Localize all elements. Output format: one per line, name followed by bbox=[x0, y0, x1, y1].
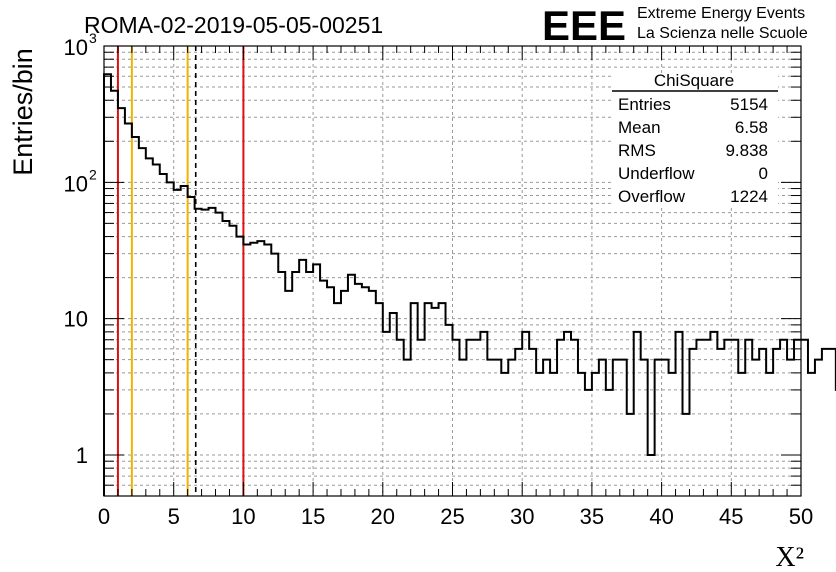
x-tick-label: 50 bbox=[789, 504, 813, 529]
y-tick-exponent: 2 bbox=[89, 166, 97, 182]
stats-rows: Entries 5154 Mean 6.58 RMS 9.838 Underflow 0 Ove… bbox=[618, 95, 768, 206]
stats-row-label: Underflow bbox=[618, 164, 695, 183]
y-tick-label: 10 bbox=[64, 171, 88, 196]
x-tick-label: 45 bbox=[719, 504, 743, 529]
stats-box-background bbox=[612, 74, 778, 208]
eee-logo-line1: Extreme Energy Events bbox=[637, 5, 805, 22]
stats-box-title: ChiSquare bbox=[654, 71, 734, 90]
eee-logo-mark: EEE bbox=[542, 2, 626, 49]
stats-row-value: 6.58 bbox=[735, 118, 768, 137]
x-tick-label: 0 bbox=[98, 504, 110, 529]
x-tick-label: 40 bbox=[649, 504, 673, 529]
x-axis-label: X² bbox=[775, 542, 804, 572]
stats-box: ChiSquare Entries 5154 Mean 6.58 RMS 9.838 Und… bbox=[612, 71, 778, 208]
y-axis-label: Entries/bin bbox=[8, 48, 38, 176]
x-tick-label: 30 bbox=[510, 504, 534, 529]
histogram-step-line bbox=[103, 73, 836, 496]
stats-row-value: 0 bbox=[759, 164, 768, 183]
stats-row-value: 9.838 bbox=[725, 141, 768, 160]
stats-row-value: 1224 bbox=[730, 187, 768, 206]
x-tick-label: 35 bbox=[580, 504, 604, 529]
y-tick-label: 10 bbox=[64, 307, 88, 332]
eee-logo-line2: La Scienza nelle Scuole bbox=[637, 25, 808, 42]
stats-row-label: RMS bbox=[618, 141, 656, 160]
x-tick-label: 10 bbox=[231, 504, 255, 529]
y-tick-label: 1 bbox=[76, 443, 88, 468]
x-tick-label: 15 bbox=[301, 504, 325, 529]
run-title: ROMA-02-2019-05-05-00251 bbox=[84, 12, 383, 38]
x-tick-label: 25 bbox=[440, 504, 464, 529]
stats-row-label: Mean bbox=[618, 118, 661, 137]
y-tick-exponent: 3 bbox=[89, 30, 97, 46]
stats-row-label: Overflow bbox=[618, 187, 686, 206]
eee-logo: EEE Extreme Energy Events La Scienza nel… bbox=[542, 2, 808, 49]
stats-row-label: Entries bbox=[618, 95, 671, 114]
threshold-lines bbox=[116, 46, 245, 496]
stats-row-value: 5154 bbox=[730, 95, 768, 114]
y-tick-label: 10 bbox=[64, 35, 88, 60]
x-tick-label: 20 bbox=[371, 504, 395, 529]
x-tick-label: 5 bbox=[168, 504, 180, 529]
